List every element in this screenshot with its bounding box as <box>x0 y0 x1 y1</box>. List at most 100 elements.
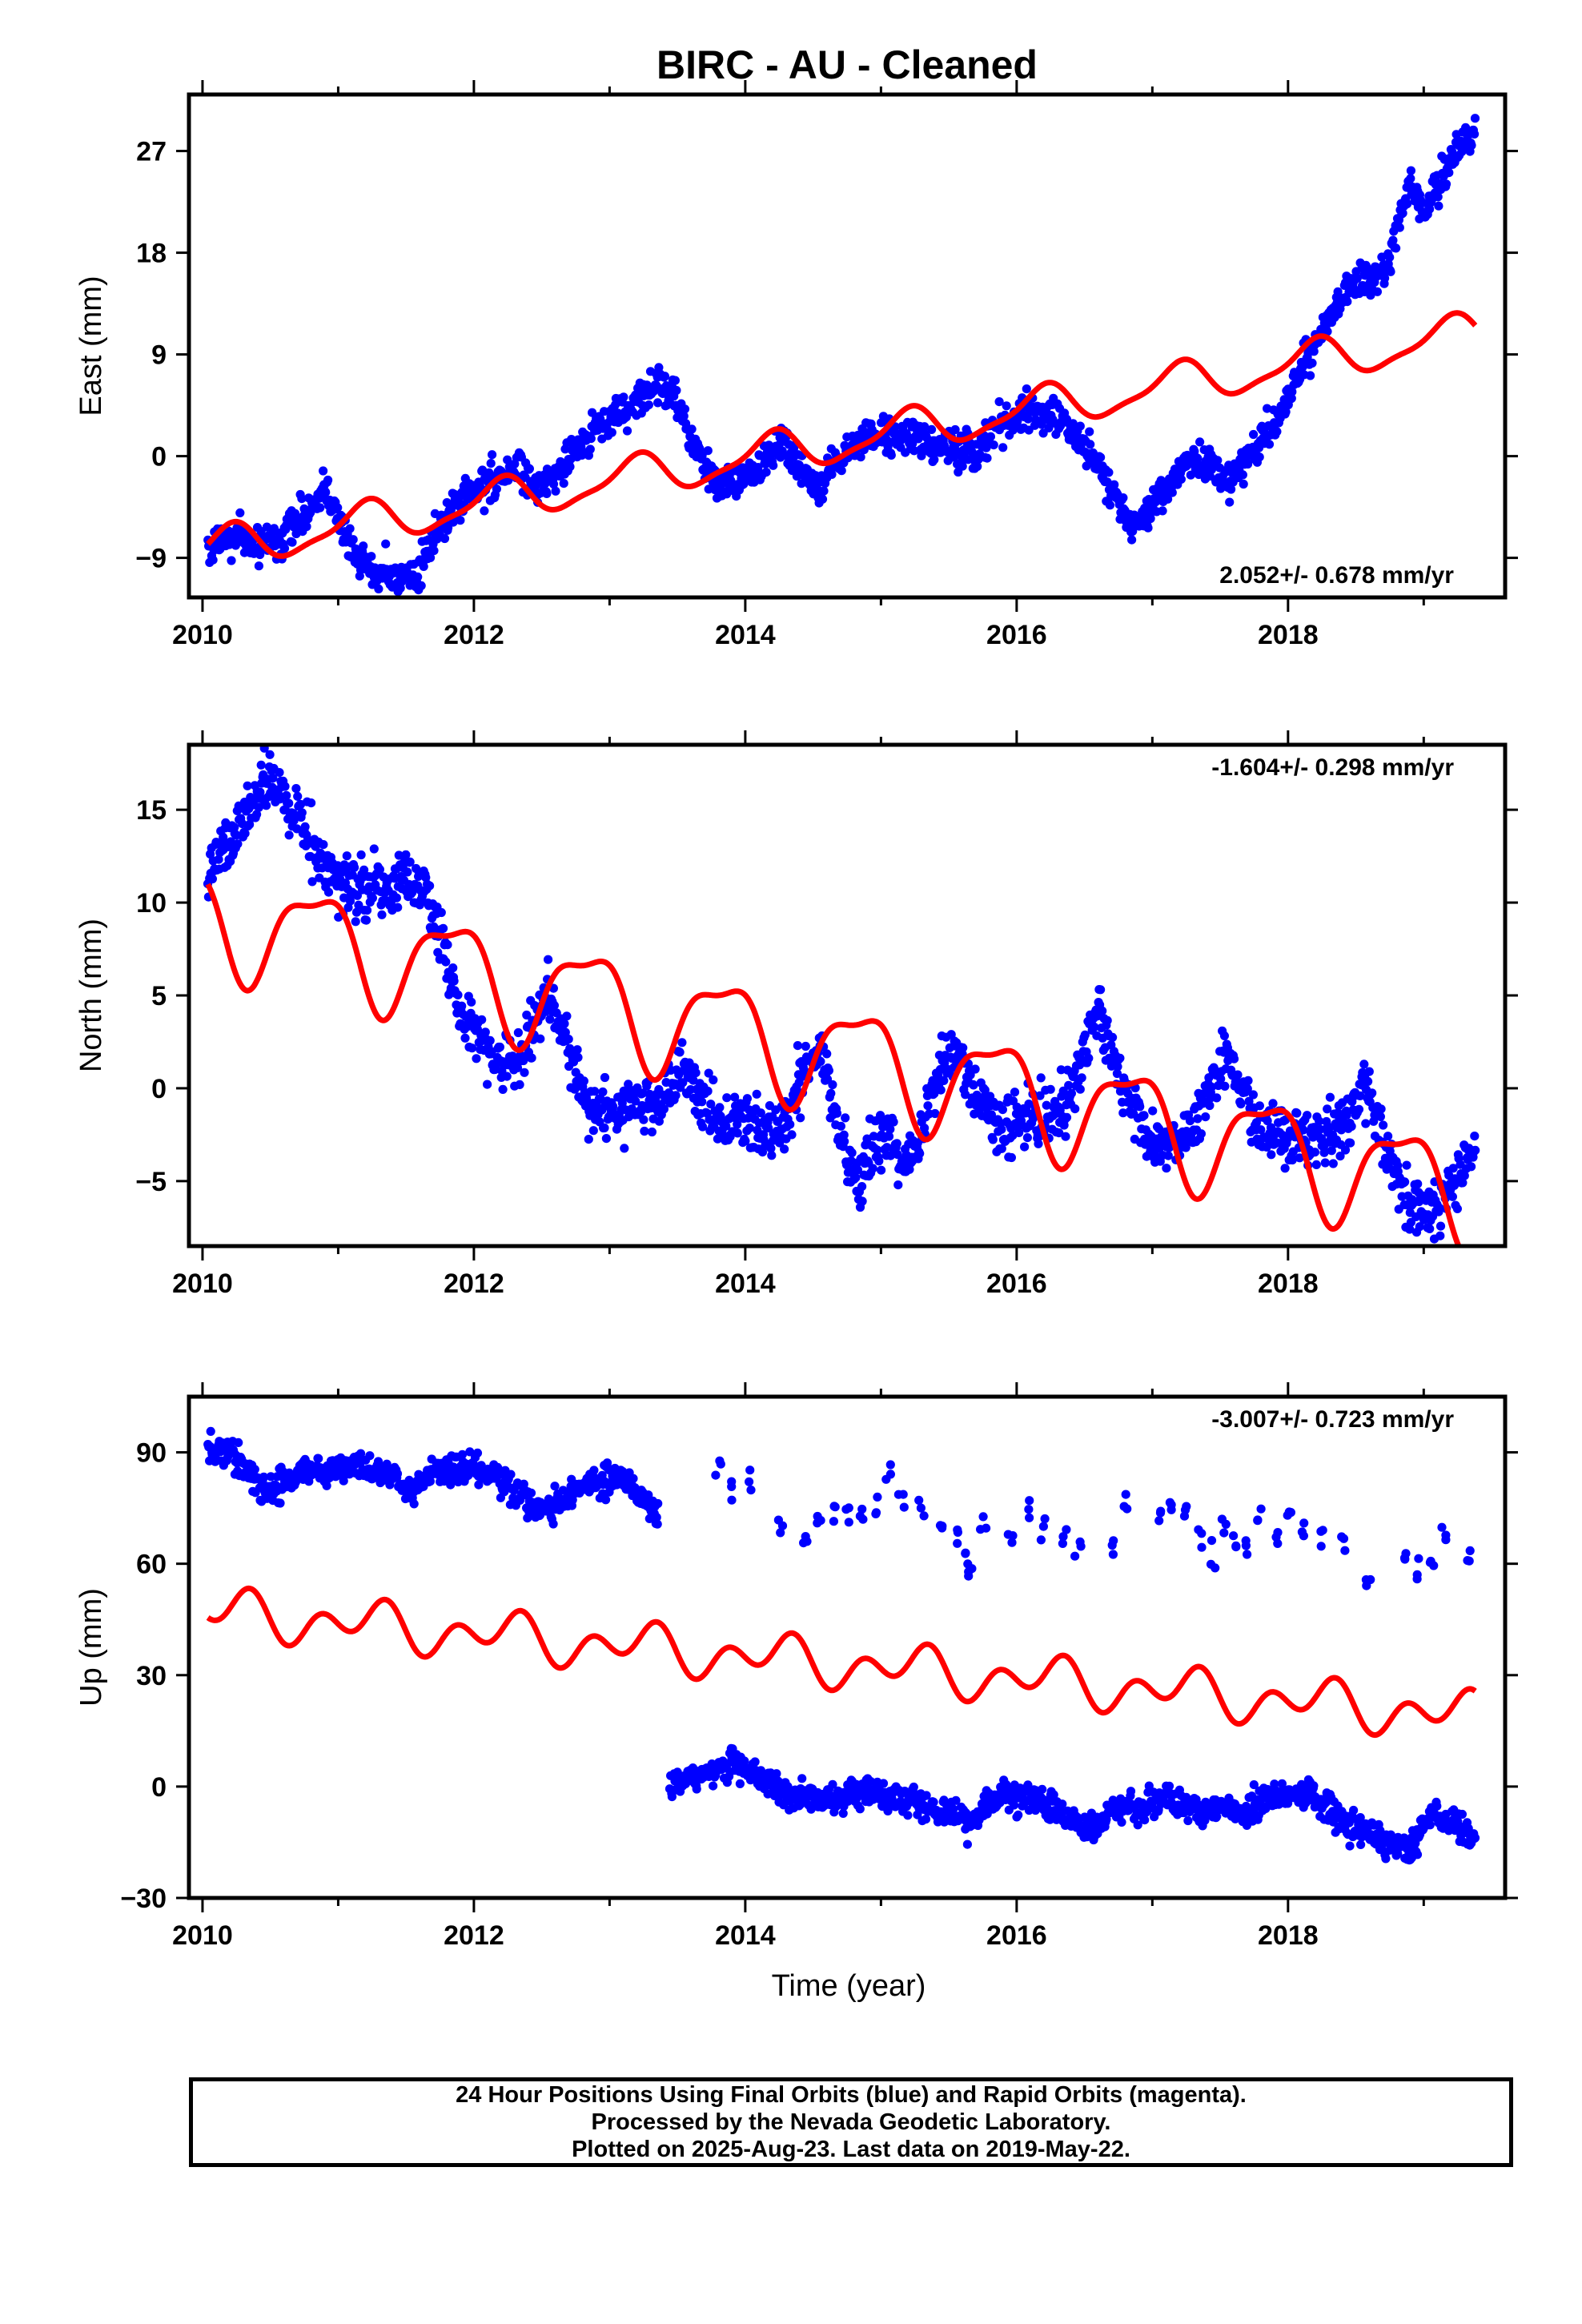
north-data-point <box>1425 1224 1435 1233</box>
north-data-point <box>1435 1231 1445 1240</box>
up-data-point <box>425 1477 436 1486</box>
east-data-point <box>586 434 596 444</box>
east-data-point <box>1243 459 1253 469</box>
up-data-point <box>962 1839 972 1849</box>
north-data-point <box>1162 1164 1171 1173</box>
north-data-point <box>1470 1132 1480 1141</box>
east-data-point <box>429 546 439 556</box>
east-data-point <box>440 533 450 544</box>
north-data-point <box>824 1066 833 1076</box>
east-data-point <box>1143 523 1153 533</box>
east-y-tick-label: 27 <box>136 137 167 167</box>
up-data-point <box>692 1784 701 1794</box>
east-data-point <box>917 451 926 460</box>
north-daily-positions <box>203 745 1480 1244</box>
north-data-point <box>1319 1148 1329 1157</box>
north-data-point <box>787 1130 797 1140</box>
north-data-point <box>467 997 476 1007</box>
north-data-point <box>375 865 384 875</box>
north-data-point <box>483 1080 492 1089</box>
north-data-point <box>1266 1123 1276 1132</box>
north-data-point <box>1205 1100 1215 1111</box>
up-data-point <box>644 1490 653 1500</box>
north-data-point <box>853 1165 862 1175</box>
north-data-point <box>1295 1153 1304 1163</box>
north-model-curve <box>205 883 1462 1246</box>
north-data-point <box>354 900 363 910</box>
up-data-point <box>838 1808 848 1818</box>
north-data-point <box>520 1068 529 1077</box>
north-data-point <box>560 1019 569 1028</box>
north-data-point <box>1243 1076 1253 1085</box>
north-data-point <box>1376 1104 1386 1114</box>
east-data-point <box>982 453 992 463</box>
east-data-point <box>672 385 681 396</box>
east-x-tick-label: 2016 <box>986 620 1047 650</box>
north-data-point <box>1064 1080 1074 1090</box>
north-data-point <box>439 923 448 933</box>
east-data-point <box>492 485 502 494</box>
north-data-point <box>240 829 250 838</box>
east-data-point <box>488 450 497 460</box>
north-data-point <box>369 844 379 854</box>
north-data-point <box>840 1136 849 1146</box>
north-data-point <box>515 1080 524 1089</box>
north-data-point <box>885 1124 895 1134</box>
north-data-point <box>801 1041 810 1051</box>
east-data-point <box>607 428 616 437</box>
east-data-point <box>255 549 265 560</box>
north-data-point <box>691 1068 701 1078</box>
north-data-point <box>1139 1111 1149 1120</box>
up-data-point <box>1183 1815 1193 1826</box>
north-data-point <box>1020 1142 1030 1152</box>
east-data-point <box>551 486 560 496</box>
north-data-point <box>1054 1128 1064 1138</box>
north-data-point <box>527 1053 536 1063</box>
up-data-point <box>1164 1781 1174 1791</box>
north-data-point <box>1216 1074 1226 1084</box>
north-data-point <box>1354 1104 1364 1114</box>
north-data-point <box>502 1072 512 1081</box>
north-data-point <box>730 1092 740 1102</box>
up-data-point <box>929 1797 938 1807</box>
east-data-point <box>1086 440 1095 449</box>
east-data-point <box>1470 114 1480 123</box>
north-data-point <box>1034 1139 1043 1148</box>
north-data-point <box>940 1058 950 1068</box>
north-data-point <box>793 1041 803 1051</box>
north-data-point <box>946 1030 956 1039</box>
north-data-point <box>579 1076 589 1086</box>
east-model-curve <box>206 310 1478 559</box>
north-data-point <box>252 810 262 819</box>
east-data-point <box>1176 474 1186 485</box>
east-data-point <box>930 455 939 464</box>
north-data-point <box>671 1091 681 1100</box>
up-plot-area <box>203 1426 1480 1865</box>
north-data-point <box>297 808 307 818</box>
up-data-point <box>828 1779 837 1789</box>
up-data-point <box>772 1769 781 1779</box>
north-data-point <box>429 922 439 931</box>
up-data-point <box>909 1782 918 1792</box>
east-x-tick-label: 2012 <box>444 620 504 650</box>
east-data-point <box>262 522 271 532</box>
east-data-point <box>653 398 663 408</box>
north-data-point <box>893 1180 903 1190</box>
north-data-point <box>1090 1022 1099 1032</box>
up-data-point <box>339 1476 348 1486</box>
up-data-point <box>740 1756 749 1766</box>
north-data-point <box>1364 1067 1374 1076</box>
east-data-point <box>927 424 937 435</box>
east-y-axis-label: East (mm) <box>74 275 108 416</box>
up-data-point <box>1014 1810 1023 1819</box>
east-data-point <box>958 461 967 471</box>
north-data-point <box>601 1134 612 1144</box>
north-data-point <box>1379 1120 1388 1130</box>
north-data-point <box>319 840 328 850</box>
north-x-tick-label: 2018 <box>1258 1269 1319 1299</box>
north-data-point <box>1315 1116 1324 1126</box>
north-data-point <box>457 1001 467 1011</box>
east-data-point <box>1163 494 1173 504</box>
north-data-point <box>1448 1164 1458 1173</box>
